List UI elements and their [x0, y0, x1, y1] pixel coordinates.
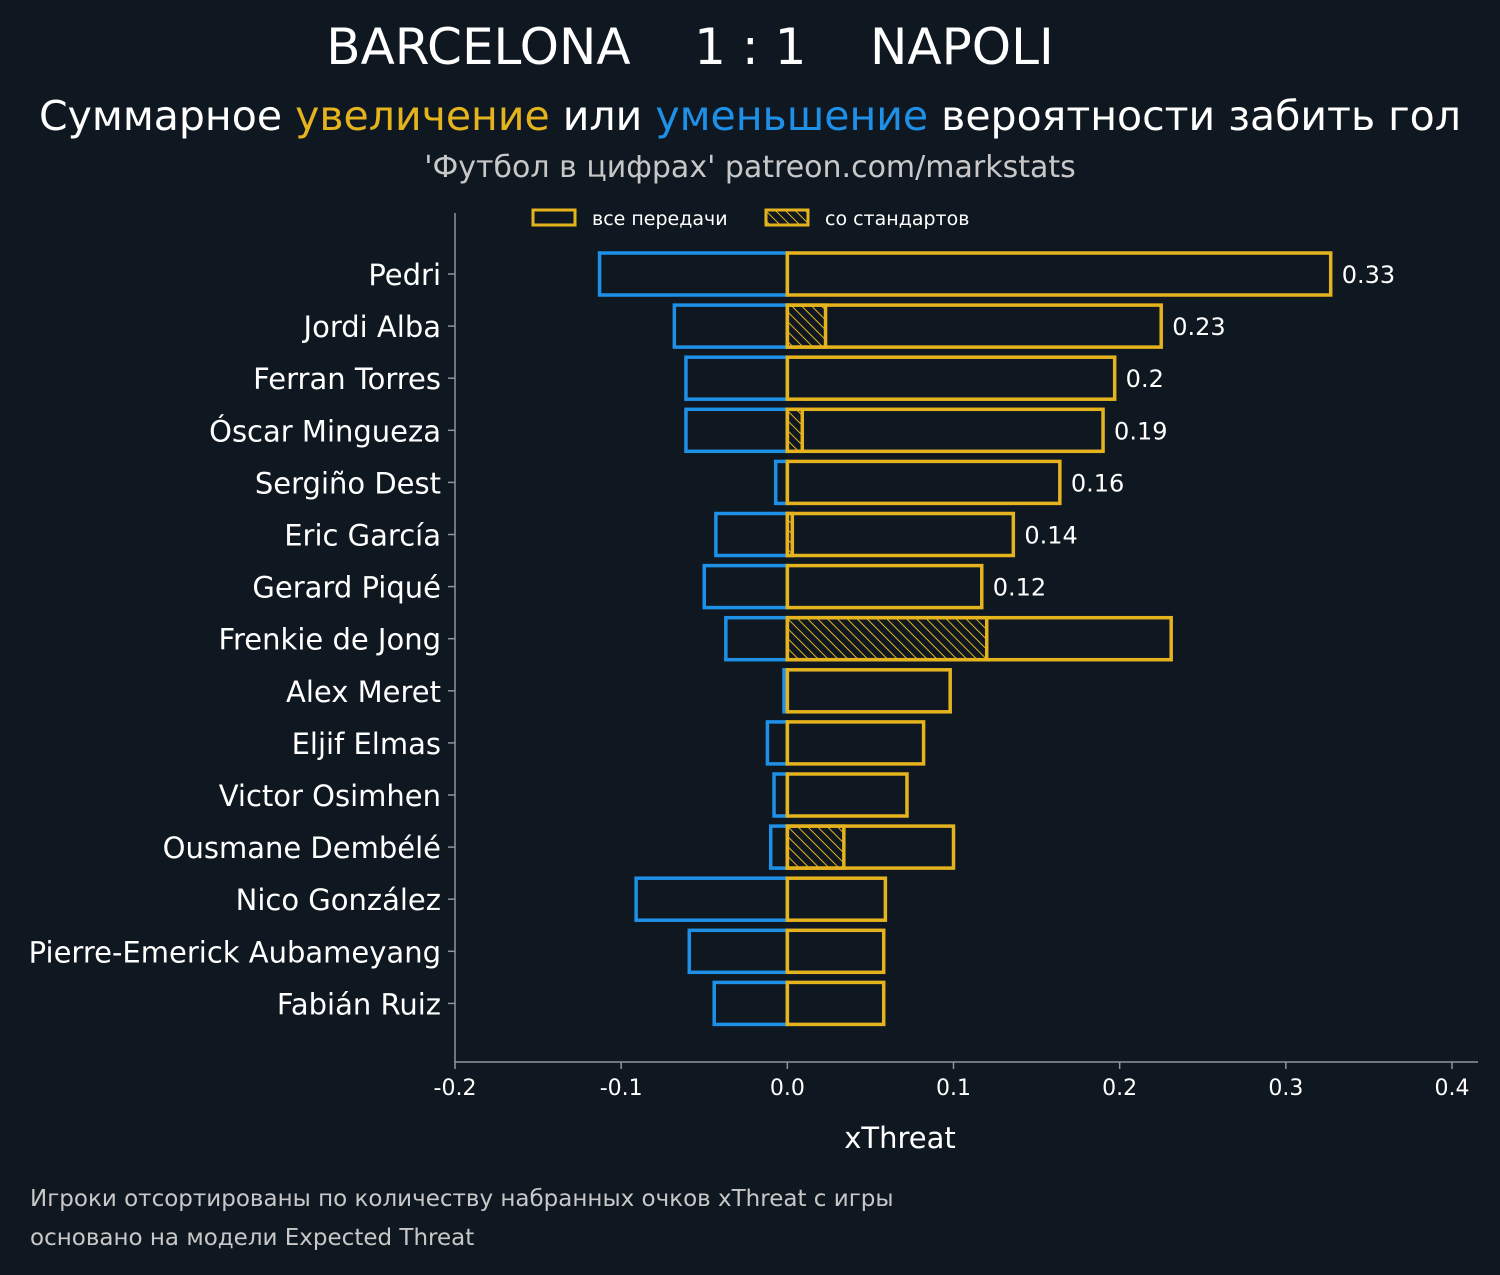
decrease-bar: [684, 407, 790, 454]
player-label: Victor Osimhen: [219, 779, 441, 813]
increase-bar: [785, 928, 886, 975]
increase-bar: [785, 407, 1105, 454]
legend-label-set-pieces: со стандартов: [825, 208, 969, 230]
set-piece-bar: [785, 615, 989, 662]
bars: [597, 251, 1333, 1027]
decrease-bar: [634, 876, 790, 922]
player-label: Jordi Alba: [302, 310, 441, 344]
source-credit: 'Футбол в цифрах' patreon.com/markstats: [424, 150, 1076, 185]
decrease-bar: [702, 563, 790, 610]
subtitle-part2: или: [549, 92, 656, 140]
increase-bar: [785, 615, 1173, 662]
increase-bar: [785, 251, 1333, 297]
decrease-bar: [712, 980, 790, 1027]
chart-subtitle: Суммарное увеличение или уменьшение веро…: [0, 92, 1500, 140]
subtitle-increase-word: увеличение: [295, 92, 550, 140]
decrease-bar: [672, 303, 790, 349]
set-piece-bar: [785, 824, 846, 870]
legend-swatch-set-pieces: [764, 208, 810, 227]
increase-bar: [785, 876, 888, 922]
increase-bar: [785, 511, 1016, 558]
increase-bar: [785, 980, 886, 1027]
player-label: Pierre-Emerick Aubameyang: [29, 935, 441, 969]
decrease-bar: [687, 928, 790, 975]
labels: Pedri 0.33 Jordi Alba 0.23 Ferran Torres 0.2 Ó…: [29, 258, 1395, 1021]
player-label: Fabián Ruiz: [277, 987, 441, 1021]
increase-bar: [785, 459, 1062, 506]
increase-bar: [785, 668, 952, 714]
player-label: Nico González: [236, 883, 441, 917]
decrease-bar: [772, 772, 790, 818]
decrease-bar: [714, 511, 790, 558]
player-label: Óscar Mingueza: [209, 414, 441, 448]
legend-swatch-all-passes: [531, 208, 577, 227]
subtitle-part3: вероятности забить гол: [928, 92, 1461, 140]
player-label: Sergiño Dest: [255, 466, 441, 500]
player-label: Eric García: [284, 519, 441, 553]
decrease-bar: [684, 355, 790, 401]
x-tick-label: 0.4: [1435, 1076, 1470, 1101]
decrease-bar: [765, 720, 790, 766]
player-label: Ferran Torres: [253, 362, 441, 396]
x-tick-label: -0.1: [600, 1076, 643, 1101]
footnote-sorting: Игроки отсортированы по количеству набра…: [30, 1186, 894, 1212]
value-label: 0.14: [1024, 522, 1077, 550]
axes: -0.2 -0.1 0.0 0.1 0.2 0.3 0.4 xThreat: [434, 213, 1478, 1155]
x-tick-label: 0.1: [936, 1076, 971, 1101]
player-label: Frenkie de Jong: [218, 623, 441, 657]
value-label: 0.33: [1342, 261, 1395, 289]
player-label: Alex Meret: [286, 675, 441, 709]
value-label: 0.2: [1126, 365, 1164, 393]
x-tick-label: 0.0: [770, 1076, 805, 1101]
x-tick-label: 0.2: [1102, 1076, 1137, 1101]
decrease-bar: [597, 251, 790, 297]
x-axis-label: xThreat: [844, 1121, 956, 1155]
player-label: Eljif Elmas: [292, 727, 441, 761]
increase-bar: [785, 355, 1117, 401]
subtitle-decrease-word: уменьшение: [655, 92, 929, 140]
increase-bar: [785, 563, 984, 610]
player-label: Ousmane Dembélé: [163, 831, 441, 865]
set-piece-bar: [785, 407, 805, 454]
legend: все передачи со стандартов: [531, 208, 969, 230]
x-tick-label: -0.2: [434, 1076, 477, 1101]
chart-title: BARCELONA 1 : 1 NAPOLI: [326, 18, 1054, 76]
increase-bar: [785, 772, 909, 818]
value-label: 0.19: [1114, 417, 1167, 445]
player-label: Gerard Piqué: [252, 571, 441, 605]
decrease-bar: [724, 615, 790, 662]
decrease-bar: [768, 824, 790, 870]
subtitle-part1: Суммарное: [39, 92, 296, 140]
value-label: 0.12: [993, 574, 1046, 602]
value-label: 0.16: [1071, 469, 1124, 497]
increase-bar: [785, 824, 956, 870]
increase-bar: [785, 720, 926, 766]
footnote-model: основано на модели Expected Threat: [30, 1225, 475, 1251]
value-label: 0.23: [1172, 313, 1225, 341]
x-tick-label: 0.3: [1268, 1076, 1303, 1101]
set-piece-bar: [785, 303, 828, 349]
increase-bar: [785, 303, 1163, 349]
player-label: Pedri: [368, 258, 441, 292]
legend-label-all-passes: все передачи: [592, 208, 728, 230]
